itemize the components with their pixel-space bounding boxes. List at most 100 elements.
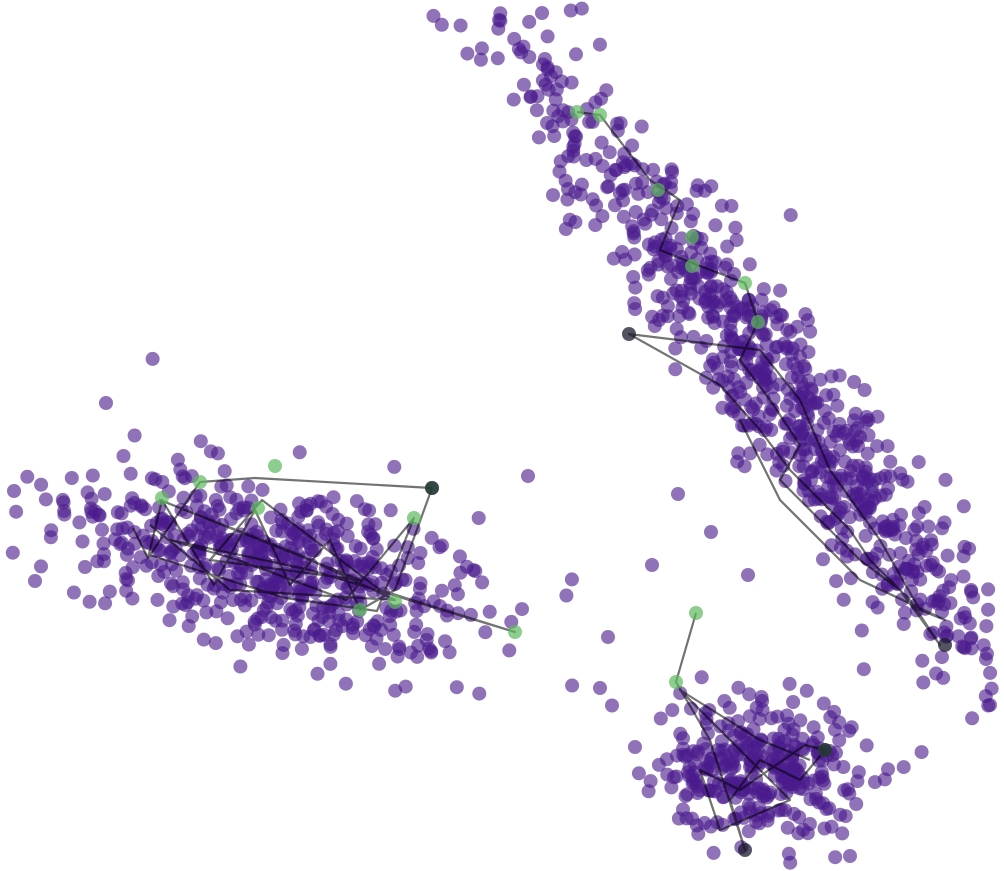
data-point <box>683 214 698 229</box>
data-point <box>828 850 843 865</box>
data-point <box>631 766 646 781</box>
data-point <box>148 472 163 487</box>
points-layer <box>5 1 999 870</box>
data-point <box>911 506 926 520</box>
data-point <box>928 593 943 608</box>
data-point <box>643 774 658 789</box>
data-point <box>859 410 874 424</box>
data-point <box>540 29 555 44</box>
data-point <box>80 485 95 500</box>
data-point <box>664 162 679 177</box>
data-point <box>840 543 854 558</box>
data-point <box>925 555 940 570</box>
data-point <box>134 499 149 514</box>
data-point <box>653 711 668 726</box>
data-point <box>326 490 341 505</box>
data-point <box>826 387 841 402</box>
data-point <box>490 51 505 66</box>
data-point <box>781 846 796 861</box>
data-point <box>749 700 764 715</box>
data-point <box>719 284 734 299</box>
data-point <box>453 565 468 580</box>
data-point <box>564 75 579 90</box>
data-point <box>816 552 830 567</box>
data-point <box>424 530 439 545</box>
data-point <box>880 439 895 454</box>
data-point <box>641 237 656 252</box>
data-point <box>743 446 758 461</box>
data-point <box>472 686 487 701</box>
edge-path-left <box>132 476 517 634</box>
data-point <box>573 187 588 202</box>
data-point <box>756 282 771 297</box>
data-point <box>665 703 680 718</box>
data-point <box>819 470 834 485</box>
data-point <box>388 683 403 698</box>
data-point <box>763 785 778 800</box>
data-point <box>220 611 235 626</box>
data-point <box>812 795 826 810</box>
data-point <box>468 564 483 578</box>
data-point <box>870 409 885 424</box>
data-point <box>338 676 353 691</box>
data-point <box>833 468 848 483</box>
data-point <box>859 738 874 753</box>
data-point <box>339 516 354 531</box>
data-point <box>323 639 338 654</box>
data-point <box>413 546 428 560</box>
data-point <box>816 415 831 430</box>
data-point <box>762 407 777 422</box>
data-point <box>255 482 270 497</box>
data-point <box>210 499 225 513</box>
data-point <box>760 447 775 462</box>
data-point <box>824 496 839 511</box>
data-point <box>786 722 801 737</box>
data-point <box>85 509 100 524</box>
data-point <box>878 487 893 502</box>
data-point <box>57 504 72 518</box>
data-point <box>259 600 274 615</box>
data-point <box>964 583 979 597</box>
data-point <box>432 540 447 555</box>
data-point <box>631 186 646 201</box>
data-point <box>731 380 746 395</box>
outlier-point <box>628 740 642 754</box>
data-point <box>125 591 140 606</box>
highlight-point <box>268 459 282 473</box>
data-point <box>726 404 741 419</box>
data-point <box>868 775 882 790</box>
data-point <box>717 694 732 708</box>
data-point <box>552 164 567 179</box>
data-point <box>886 520 901 534</box>
data-point <box>824 369 839 384</box>
highlight-point <box>508 625 522 639</box>
data-point <box>365 531 380 546</box>
data-point <box>64 471 79 485</box>
data-point <box>791 369 805 384</box>
data-point <box>387 538 402 553</box>
data-point <box>110 522 125 537</box>
data-point <box>82 594 97 609</box>
data-point <box>288 627 303 642</box>
data-point <box>979 619 994 634</box>
data-point <box>249 574 264 589</box>
data-point <box>452 549 467 564</box>
data-point <box>914 745 929 760</box>
data-point <box>935 521 949 536</box>
data-point <box>325 507 340 521</box>
data-point <box>208 636 223 651</box>
data-point <box>34 477 49 492</box>
data-point <box>473 52 488 67</box>
data-point <box>802 817 817 831</box>
data-point <box>759 337 774 352</box>
data-point <box>795 782 810 797</box>
data-point <box>755 355 770 370</box>
data-point <box>942 580 957 595</box>
data-point <box>983 665 998 680</box>
data-point <box>613 116 628 131</box>
data-point <box>827 704 842 719</box>
data-point <box>704 179 719 194</box>
data-point <box>230 629 245 644</box>
data-point <box>758 327 773 342</box>
data-point <box>836 592 851 607</box>
